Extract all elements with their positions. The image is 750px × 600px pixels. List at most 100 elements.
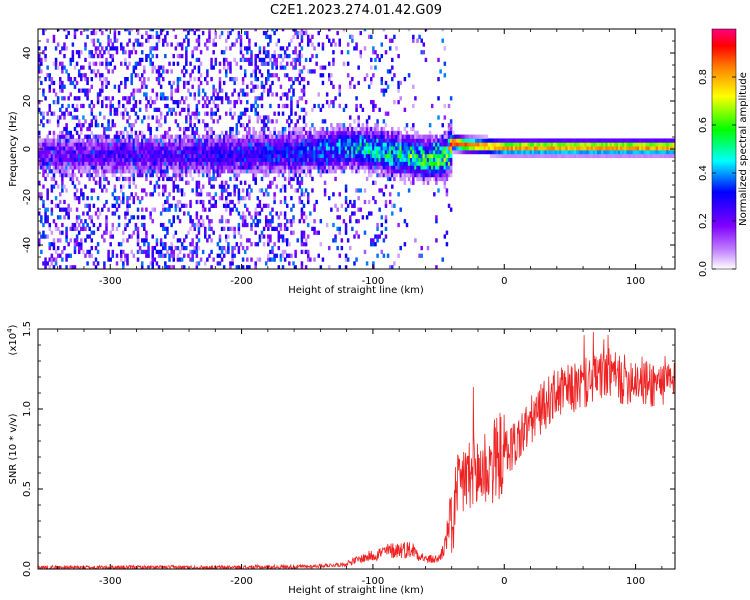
heatmap-cell (164, 265, 167, 269)
heatmap-cell (376, 161, 379, 166)
heatmap-cell (353, 119, 356, 124)
heatmap-cell (288, 53, 291, 59)
heatmap-cell (262, 126, 266, 132)
heatmap-cell (300, 130, 304, 135)
heatmap-cell (416, 153, 419, 159)
heatmap-cell (338, 149, 342, 155)
heatmap-cell (332, 134, 335, 139)
heatmap-cell (277, 134, 281, 139)
heatmap-cell (227, 146, 230, 151)
heatmap-cell (529, 146, 533, 151)
heatmap-cell (386, 161, 390, 166)
heatmap-cell (443, 103, 447, 109)
heatmap-cell (458, 142, 461, 147)
heatmap-cell (538, 138, 541, 143)
heatmap-cell (264, 123, 268, 128)
heatmap-cell (243, 196, 247, 201)
heatmap-cell (416, 146, 419, 151)
heatmap-cell (164, 165, 167, 170)
heatmap-cell (153, 107, 157, 112)
heatmap-cell (376, 126, 379, 132)
heatmap-cell (48, 165, 52, 170)
heatmap-cell (94, 146, 98, 151)
heatmap-cell (166, 157, 169, 162)
heatmap-cell (279, 165, 283, 170)
heatmap-cell (122, 196, 125, 201)
heatmap-cell (191, 153, 194, 159)
heatmap-cell (481, 146, 484, 151)
heatmap-cell (250, 222, 253, 228)
heatmap-cell (609, 146, 613, 151)
heatmap-cell (73, 115, 77, 120)
heatmap-cell (580, 146, 583, 151)
heatmap-cell (302, 77, 306, 82)
heatmap-cell (134, 192, 138, 197)
heatmap-cell (325, 165, 329, 170)
heatmap-cell (622, 138, 625, 143)
heatmap-cell (462, 146, 465, 151)
heatmap-cell (267, 257, 270, 262)
heatmap-cell (325, 142, 329, 147)
heatmap-cell (168, 61, 171, 66)
heatmap-cell (218, 253, 222, 258)
heatmap-cell (290, 149, 293, 155)
heatmap-cell (170, 249, 173, 255)
heatmap-cell (596, 149, 600, 155)
heatmap-cell (311, 161, 314, 166)
heatmap-cell (136, 138, 140, 143)
heatmap-cell (239, 153, 243, 159)
heatmap-cell (330, 100, 333, 105)
heatmap-cell (449, 153, 453, 159)
heatmap-cell (187, 142, 190, 147)
heatmap-cell (94, 149, 98, 155)
heatmap-cell (180, 192, 184, 197)
heatmap-cell (258, 69, 262, 74)
heatmap-cell (628, 142, 632, 147)
heatmap-cell (412, 176, 415, 182)
heatmap-cell (88, 226, 91, 231)
heatmap-cell (243, 203, 247, 208)
heatmap-cell (159, 249, 163, 255)
heatmap-cell (119, 257, 123, 262)
heatmap-cell (367, 161, 371, 166)
heatmap-cell (428, 134, 432, 139)
heatmap-cell (225, 46, 228, 51)
heatmap-cell (277, 157, 281, 162)
heatmap-cell (214, 165, 218, 170)
heatmap-cell (241, 215, 245, 220)
heatmap-cell (161, 207, 165, 212)
heatmap-cell (258, 146, 262, 151)
heatmap-cell (309, 173, 312, 178)
heatmap-cell (342, 142, 346, 147)
heatmap-cell (101, 173, 104, 178)
heatmap-cell (370, 161, 373, 166)
heatmap-cell (80, 157, 83, 162)
heatmap-cell (325, 169, 329, 174)
heatmap-cell (346, 238, 350, 243)
heatmap-cell (256, 115, 260, 120)
heatmap-cell (344, 161, 348, 166)
heatmap-cell (334, 169, 337, 174)
heatmap-cell (65, 134, 68, 139)
heatmap-cell (237, 161, 241, 166)
heatmap-cell (416, 161, 419, 166)
heatmap-cell (170, 134, 173, 139)
heatmap-cell (174, 157, 178, 162)
heatmap-cell (613, 149, 617, 155)
heatmap-cell (283, 184, 287, 189)
heatmap-cell (344, 146, 348, 151)
heatmap-cell (191, 84, 194, 89)
heatmap-cell (416, 134, 419, 139)
heatmap-cell (176, 161, 180, 166)
heatmap-cell (84, 238, 87, 243)
heatmap-cell (46, 161, 49, 166)
heatmap-cell (344, 165, 348, 170)
heatmap-cell (90, 196, 94, 201)
heatmap-cell (206, 192, 209, 197)
heatmap-cell (367, 169, 371, 174)
heatmap-cell (393, 34, 396, 39)
heatmap-cell (73, 242, 77, 247)
heatmap-cell (351, 146, 354, 151)
heatmap-cell (235, 173, 239, 178)
heatmap-cell (119, 42, 123, 47)
